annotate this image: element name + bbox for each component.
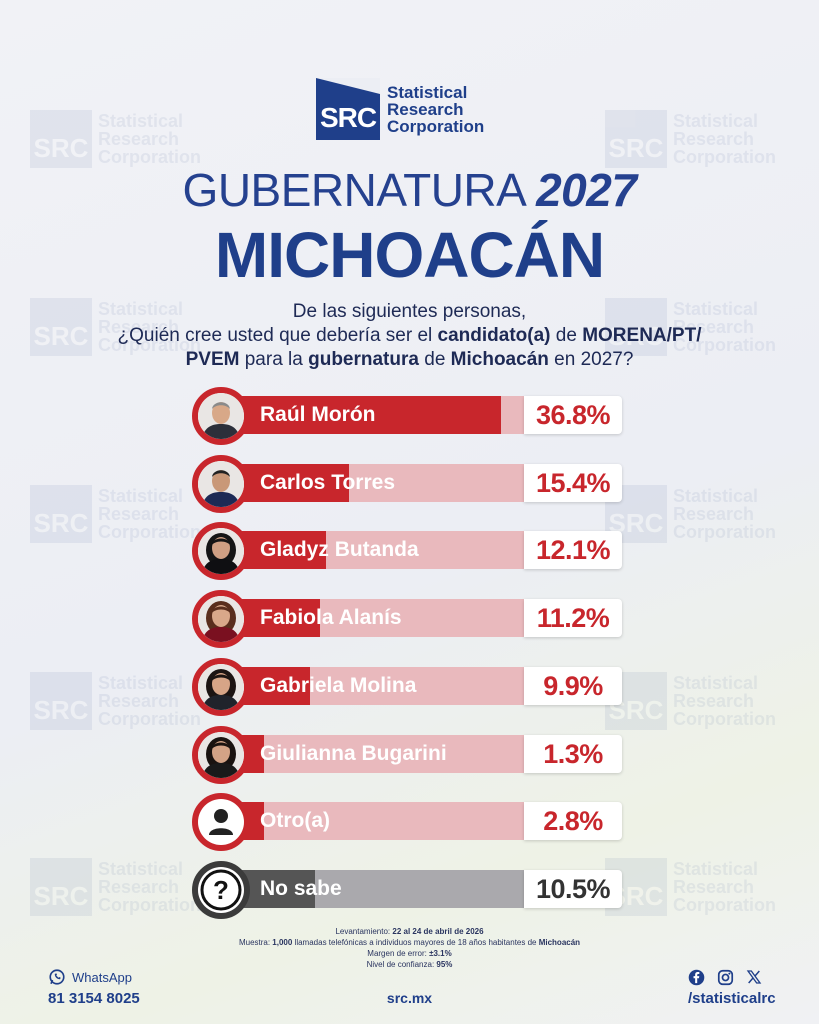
title-line1: GUBERNATURA 2027 xyxy=(182,164,637,216)
bar-category-label: Raúl Morón xyxy=(260,403,376,426)
avatar-inner xyxy=(198,393,244,439)
candidate-photo xyxy=(198,664,244,710)
avatar-inner: ? xyxy=(198,867,244,913)
value-box: 9.9% xyxy=(524,667,622,705)
avatar-inner xyxy=(198,732,244,778)
watermark-logo: SRC Statistical Research Corporation xyxy=(30,858,201,916)
avatar xyxy=(192,793,250,851)
bar xyxy=(240,396,502,434)
value-box: 12.1% xyxy=(524,531,622,569)
bar-category-label: Fabiola Alanís xyxy=(260,606,402,629)
avatar xyxy=(192,726,250,784)
value-box: 11.2% xyxy=(524,599,622,637)
logo-mark: SRC xyxy=(316,78,380,140)
brand-logo: SRC Statistical Research Corporation xyxy=(316,78,484,140)
bar-value-label: 11.2% xyxy=(536,603,610,633)
avatar xyxy=(192,590,250,648)
value-box: 1.3% xyxy=(524,735,622,773)
whatsapp-number: 81 3154 8025 xyxy=(48,990,140,1007)
candidate-photo xyxy=(198,528,244,574)
value-box: 36.8% xyxy=(524,396,622,434)
candidate-photo xyxy=(198,393,244,439)
bar-value-label: 9.9% xyxy=(543,671,603,701)
avatar-inner xyxy=(198,799,244,845)
whatsapp-label: WhatsApp xyxy=(72,969,132,985)
social-links: /statisticalrc xyxy=(688,968,776,1007)
avatar-inner xyxy=(198,528,244,574)
avatar-inner xyxy=(198,664,244,710)
x-icon[interactable] xyxy=(746,969,762,985)
bar-value-label: 12.1% xyxy=(535,535,611,565)
bar-value-label: 1.3% xyxy=(543,739,603,769)
bar-category-label: Gabriela Molina xyxy=(260,674,417,697)
avatar xyxy=(192,387,250,445)
watermark-logo: SRC Statistical Research Corporation xyxy=(30,485,201,543)
methodology-note: Levantamiento: 22 al 24 de abril de 2026… xyxy=(238,927,581,969)
survey-question: De las siguientes personas, ¿Quién cree … xyxy=(117,301,702,370)
bar-category-label: No sabe xyxy=(260,877,342,900)
svg-text:?: ? xyxy=(213,875,229,905)
bar-row: Carlos Torres 15.4% xyxy=(190,453,632,515)
bar-category-label: Otro(a) xyxy=(260,809,330,832)
watermark-logo: SRC Statistical Research Corporation xyxy=(605,110,776,168)
question-icon: ? xyxy=(200,869,242,911)
bar-value-label: 36.8% xyxy=(535,400,611,430)
bar-value-label: 15.4% xyxy=(535,468,611,498)
bar-track xyxy=(240,735,524,773)
facebook-icon[interactable] xyxy=(688,969,705,986)
whatsapp-icon xyxy=(49,969,65,985)
avatar xyxy=(192,455,250,513)
bar-row: Giulianna Bugarini 1.3% xyxy=(190,724,632,786)
bar-value-label: 10.5% xyxy=(535,874,611,904)
bar xyxy=(240,531,326,569)
candidate-photo xyxy=(198,461,244,507)
bar xyxy=(240,599,320,637)
avatar: ? xyxy=(192,861,250,919)
logo-wordmark: Statistical Research Corporation xyxy=(387,82,485,136)
bar-row: Raúl Morón 36.8% xyxy=(190,385,632,447)
bar-row: Gladyz Butanda 12.1% xyxy=(190,520,632,582)
value-box: 15.4% xyxy=(524,464,622,502)
avatar xyxy=(192,522,250,580)
watermark-logo: SRC Statistical Research Corporation xyxy=(605,298,776,356)
value-box: 10.5% xyxy=(524,870,622,908)
instagram-icon[interactable] xyxy=(717,969,734,986)
bar-row: Fabiola Alanís 11.2% xyxy=(190,588,632,650)
avatar-inner xyxy=(198,596,244,642)
bar xyxy=(240,870,315,908)
avatar xyxy=(192,658,250,716)
value-box: 2.8% xyxy=(524,802,622,840)
bar-value-label: 2.8% xyxy=(543,806,603,836)
watermark-logo: SRC Statistical Research Corporation xyxy=(30,672,201,730)
bar-track xyxy=(240,802,524,840)
bar-category-label: Carlos Torres xyxy=(260,471,395,494)
avatar-inner xyxy=(198,461,244,507)
person-icon xyxy=(209,809,233,835)
bar-category-label: Gladyz Butanda xyxy=(260,538,419,561)
bar-category-label: Giulianna Bugarini xyxy=(260,742,447,765)
bar-row: Gabriela Molina 9.9% xyxy=(190,656,632,718)
bar-row: No sabe 10.5%? xyxy=(190,859,632,921)
website-link[interactable]: src.mx xyxy=(386,990,433,1006)
title-state: MICHOACÁN xyxy=(214,219,605,291)
bar-row: Otro(a) 2.8% xyxy=(190,791,632,853)
social-handle: /statisticalrc xyxy=(688,990,776,1007)
candidate-photo xyxy=(198,596,244,642)
watermark-logo: SRC Statistical Research Corporation xyxy=(30,110,201,168)
candidate-photo xyxy=(198,732,244,778)
bar xyxy=(240,667,311,705)
watermark-logo: SRC Statistical Research Corporation xyxy=(30,298,201,356)
whatsapp-contact[interactable]: WhatsApp 81 3154 8025 xyxy=(48,968,140,1007)
bar xyxy=(240,464,350,502)
